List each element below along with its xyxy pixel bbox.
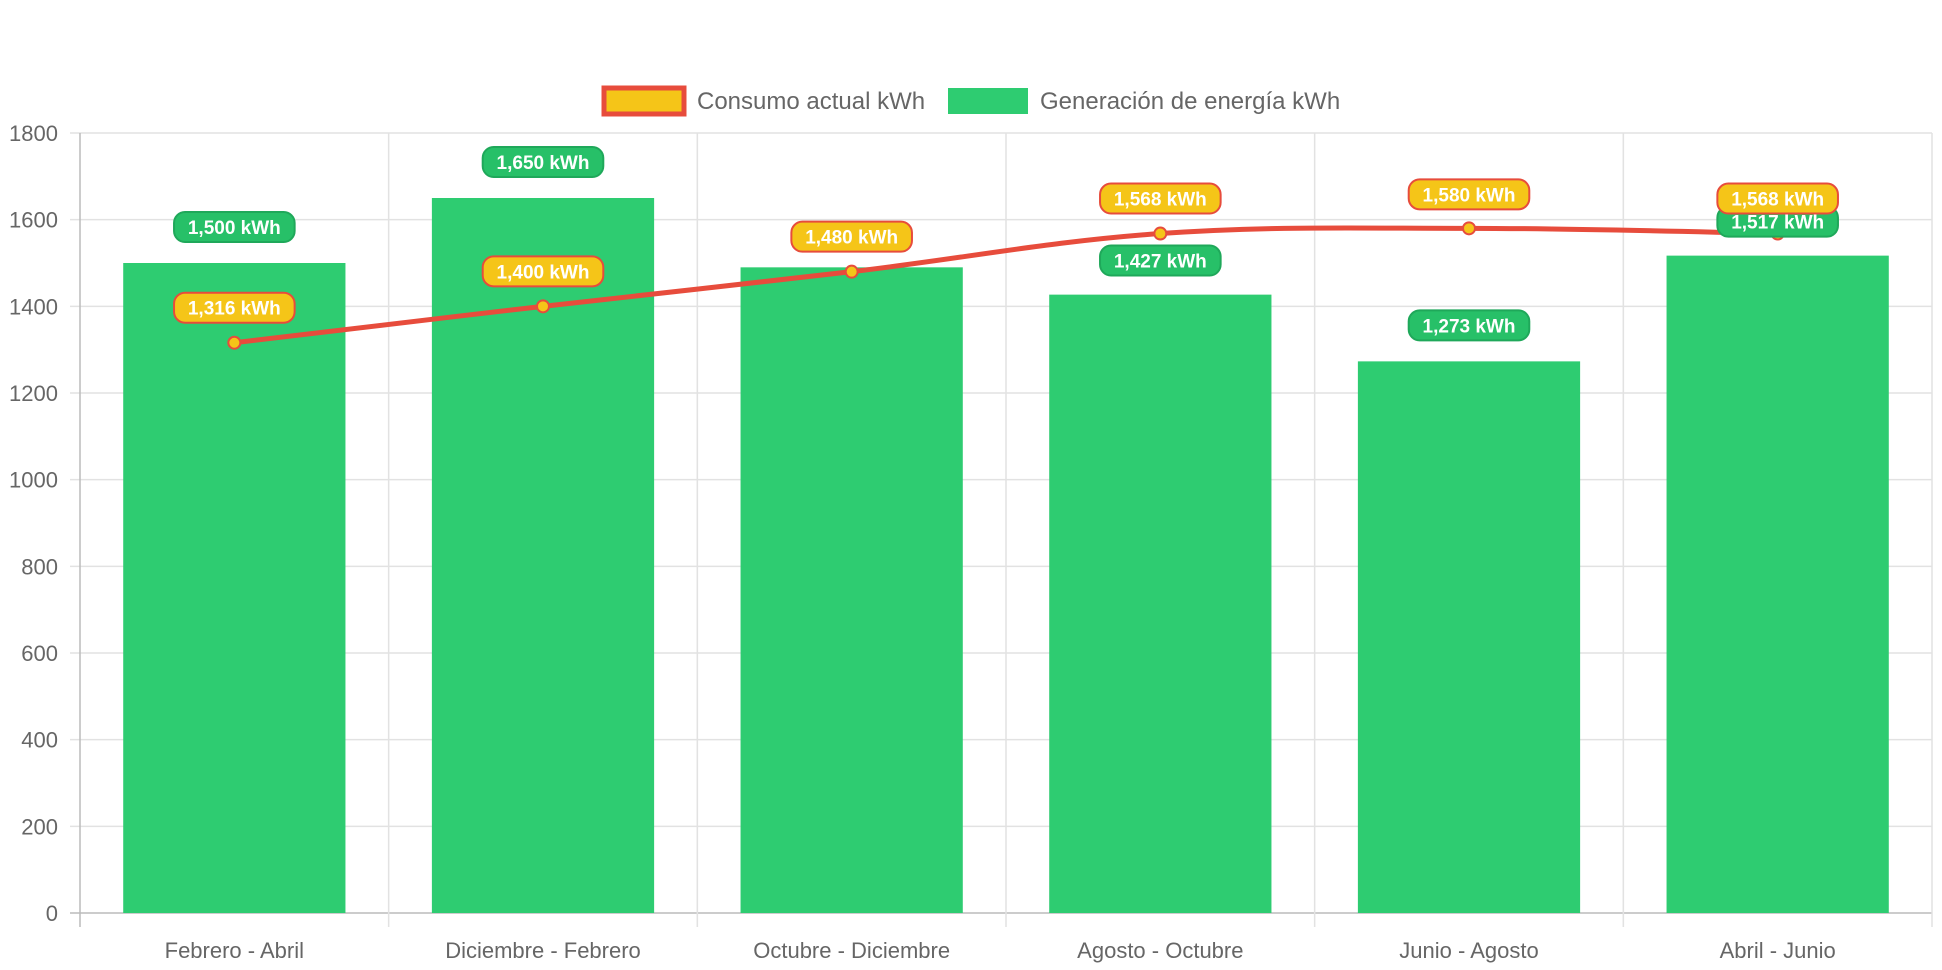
line-data-label: 1,580 kWh	[1407, 178, 1531, 211]
consumo-point[interactable]	[227, 335, 242, 350]
y-tick-label: 1400	[9, 294, 58, 319]
line-data-label: 1,400 kWh	[481, 255, 605, 288]
consumo-point[interactable]	[844, 264, 859, 279]
bar-generacion[interactable]	[1666, 255, 1889, 914]
line-data-label-text: 1,580 kWh	[1423, 185, 1516, 206]
line-data-label: 1,480 kWh	[790, 220, 913, 253]
bar-data-label-box	[1407, 309, 1531, 342]
line-data-label-text: 1,316 kWh	[188, 299, 281, 320]
bars	[123, 198, 1889, 914]
line-data-label: 1,568 kWh	[1099, 182, 1222, 215]
line-data-label-box	[790, 220, 913, 253]
y-tick-label: 600	[21, 641, 58, 666]
y-tick-label: 800	[21, 554, 58, 579]
bar-generacion[interactable]	[1049, 294, 1272, 914]
bar-data-label: 1,427 kWh	[1099, 244, 1222, 277]
data-labels: 1,500 kWh 1,650 kWh 1,427 kWh 1,273 kWh 1,51…	[173, 146, 1839, 342]
y-tick-label: 1800	[9, 121, 58, 146]
consumo-point[interactable]	[1462, 221, 1476, 236]
bar-generacion[interactable]	[740, 267, 963, 913]
line-data-label-text: 1,480 kWh	[805, 228, 898, 249]
line-data-label-box	[481, 255, 605, 288]
line-data-label-box	[1099, 182, 1222, 215]
y-tick-label: 0	[46, 901, 58, 926]
legend-swatch-consumo	[601, 85, 687, 117]
bar-data-label-box	[1099, 244, 1222, 277]
line-data-label-text: 1,568 kWh	[1731, 190, 1824, 211]
bar-data-label-box	[173, 211, 296, 243]
bar-data-label: 1,650 kWh	[481, 146, 605, 178]
x-tick-label: Febrero - Abril	[165, 938, 304, 963]
bar-data-label: 1,273 kWh	[1407, 309, 1531, 342]
consumo-point[interactable]	[1153, 226, 1168, 241]
line-data-label: 1,316 kWh	[173, 291, 296, 324]
bar-data-label-text: 1,273 kWh	[1423, 316, 1516, 337]
y-tick-label: 1600	[9, 208, 58, 233]
y-tick-label: 1000	[9, 468, 58, 493]
y-tick-label: 400	[21, 728, 58, 753]
y-tick-label: 200	[21, 814, 58, 839]
legend-item-generacion[interactable]: Generación de energía kWh	[948, 88, 1340, 115]
bar-generacion[interactable]	[1357, 361, 1581, 913]
bar-data-label-text: 1,517 kWh	[1731, 213, 1824, 234]
line-data-label-text: 1,568 kWh	[1114, 190, 1207, 211]
grid	[70, 132, 1933, 927]
line-data-label-text: 1,400 kWh	[497, 262, 590, 283]
x-tick-label: Abril - Junio	[1720, 938, 1836, 963]
legend[interactable]: Consumo actual kWh Generación de energía …	[601, 85, 1340, 117]
axes: 0 200 400 600 800 1000 1200 1400 1600 1800 Febrero…	[9, 121, 1836, 963]
legend-swatch-generacion	[948, 88, 1028, 114]
legend-item-consumo[interactable]: Consumo actual kWh	[601, 85, 925, 117]
consumo-point[interactable]	[536, 299, 550, 314]
x-tick-label: Junio - Agosto	[1399, 938, 1538, 963]
bar-data-label: 1,500 kWh	[173, 211, 296, 243]
bar-data-label-box	[481, 146, 605, 178]
legend-label-consumo: Consumo actual kWh	[697, 88, 925, 115]
y-tick-label: 1200	[9, 381, 58, 406]
bar-data-label-text: 1,427 kWh	[1114, 252, 1207, 273]
x-tick-label: Octubre - Diciembre	[753, 938, 950, 963]
bar-data-label-text: 1,650 kWh	[497, 153, 590, 174]
line-data-label-box	[1716, 182, 1839, 215]
legend-label-generacion: Generación de energía kWh	[1040, 88, 1340, 115]
line-data-label-box	[1407, 178, 1531, 211]
consumo-line	[231, 225, 1781, 346]
bar-data-label-text: 1,500 kWh	[188, 218, 281, 239]
line-data-label: 1,568 kWh	[1716, 182, 1839, 215]
line-data-label-box	[173, 291, 296, 324]
x-tick-label: Agosto - Octubre	[1077, 938, 1243, 963]
x-tick-label: Diciembre - Febrero	[445, 938, 641, 963]
bar-generacion[interactable]	[123, 263, 346, 913]
